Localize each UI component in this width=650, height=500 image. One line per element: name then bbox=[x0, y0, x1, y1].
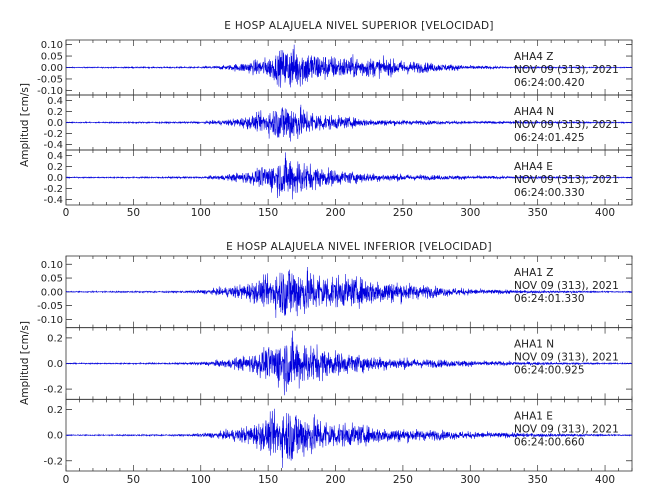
y-tick-label: -0.05 bbox=[37, 301, 63, 312]
x-tick-label: 350 bbox=[528, 474, 548, 486]
y-tick-label: 0.05 bbox=[41, 274, 63, 285]
station-label: AHA4 Z bbox=[514, 51, 553, 63]
x-tick-label: 100 bbox=[191, 474, 211, 486]
y-tick-label: 0.10 bbox=[41, 40, 63, 51]
y-tick-label: -0.10 bbox=[37, 86, 63, 97]
station-label: AHA1 N bbox=[514, 339, 554, 351]
y-tick-label: -0.4 bbox=[43, 140, 63, 151]
trace-line bbox=[65, 152, 633, 200]
y-tick-label: -0.4 bbox=[43, 195, 63, 206]
x-tick-label: 250 bbox=[393, 207, 413, 219]
y-tick-label: 0.2 bbox=[47, 333, 63, 344]
x-tick-label: 400 bbox=[595, 474, 615, 486]
date-label: NOV 09 (313), 2021 bbox=[514, 423, 619, 435]
date-label: NOV 09 (313), 2021 bbox=[514, 280, 619, 292]
y-tick-label: 0.4 bbox=[47, 151, 63, 162]
time-label: 06:24:00.420 bbox=[514, 77, 585, 89]
x-tick-label: 100 bbox=[191, 207, 211, 219]
y-tick-label: 0.00 bbox=[41, 63, 63, 74]
y-tick-label: -0.2 bbox=[43, 385, 63, 396]
trace-line bbox=[65, 330, 633, 396]
date-label: NOV 09 (313), 2021 bbox=[514, 64, 619, 76]
trace-line bbox=[65, 408, 633, 468]
x-tick-label: 300 bbox=[460, 207, 480, 219]
trace-line bbox=[65, 266, 633, 318]
chart-title: E HOSP ALAJUELA NIVEL INFERIOR [VELOCIDA… bbox=[226, 241, 492, 253]
chart-1: E HOSP ALAJUELA NIVEL SUPERIOR [VELOCIDA… bbox=[19, 20, 633, 219]
x-tick-label: 400 bbox=[595, 207, 615, 219]
chart-2: E HOSP ALAJUELA NIVEL INFERIOR [VELOCIDA… bbox=[19, 241, 633, 486]
x-tick-label: 300 bbox=[460, 474, 480, 486]
x-tick-label: 150 bbox=[258, 474, 278, 486]
date-label: NOV 09 (313), 2021 bbox=[514, 119, 619, 131]
x-tick-label: 350 bbox=[528, 207, 548, 219]
time-label: 06:24:01.425 bbox=[514, 132, 585, 144]
y-tick-label: 0.0 bbox=[47, 118, 63, 129]
trace-line bbox=[65, 104, 633, 142]
y-tick-label: 0.4 bbox=[47, 96, 63, 107]
y-tick-label: -0.2 bbox=[43, 184, 63, 195]
x-tick-label: 50 bbox=[127, 207, 140, 219]
station-label: AHA1 E bbox=[514, 410, 553, 422]
time-label: 06:24:00.330 bbox=[514, 187, 585, 199]
date-label: NOV 09 (313), 2021 bbox=[514, 352, 619, 364]
y-tick-label: 0.0 bbox=[47, 359, 63, 370]
y-tick-label: 0.00 bbox=[41, 287, 63, 298]
y-tick-label: 0.2 bbox=[47, 405, 63, 416]
y-tick-label: -0.05 bbox=[37, 74, 63, 85]
y-axis-label: Amplitud [cm/s] bbox=[19, 83, 31, 167]
y-axis-label: Amplitud [cm/s] bbox=[19, 321, 31, 405]
x-tick-label: 250 bbox=[393, 474, 413, 486]
x-tick-label: 50 bbox=[127, 474, 140, 486]
y-tick-label: -0.2 bbox=[43, 129, 63, 140]
time-label: 06:24:00.660 bbox=[514, 436, 585, 448]
time-label: 06:24:00.925 bbox=[514, 365, 585, 377]
x-tick-label: 150 bbox=[258, 207, 278, 219]
chart-title: E HOSP ALAJUELA NIVEL SUPERIOR [VELOCIDA… bbox=[224, 20, 493, 32]
x-tick-label: 0 bbox=[63, 207, 70, 219]
y-tick-label: 0.10 bbox=[41, 260, 63, 271]
station-label: AHA4 E bbox=[514, 161, 553, 173]
station-label: AHA4 N bbox=[514, 106, 554, 118]
time-label: 06:24:01.330 bbox=[514, 293, 585, 305]
y-tick-label: 0.0 bbox=[47, 431, 63, 442]
y-tick-label: 0.2 bbox=[47, 107, 63, 118]
y-tick-label: 0.0 bbox=[47, 173, 63, 184]
date-label: NOV 09 (313), 2021 bbox=[514, 174, 619, 186]
y-tick-label: -0.2 bbox=[43, 456, 63, 467]
x-tick-label: 0 bbox=[63, 474, 70, 486]
x-tick-label: 200 bbox=[326, 207, 346, 219]
y-tick-label: 0.2 bbox=[47, 162, 63, 173]
x-tick-label: 200 bbox=[326, 474, 346, 486]
trace-line bbox=[65, 44, 633, 88]
y-tick-label: -0.10 bbox=[37, 315, 63, 326]
station-label: AHA1 Z bbox=[514, 267, 553, 279]
y-tick-label: 0.05 bbox=[41, 52, 63, 63]
